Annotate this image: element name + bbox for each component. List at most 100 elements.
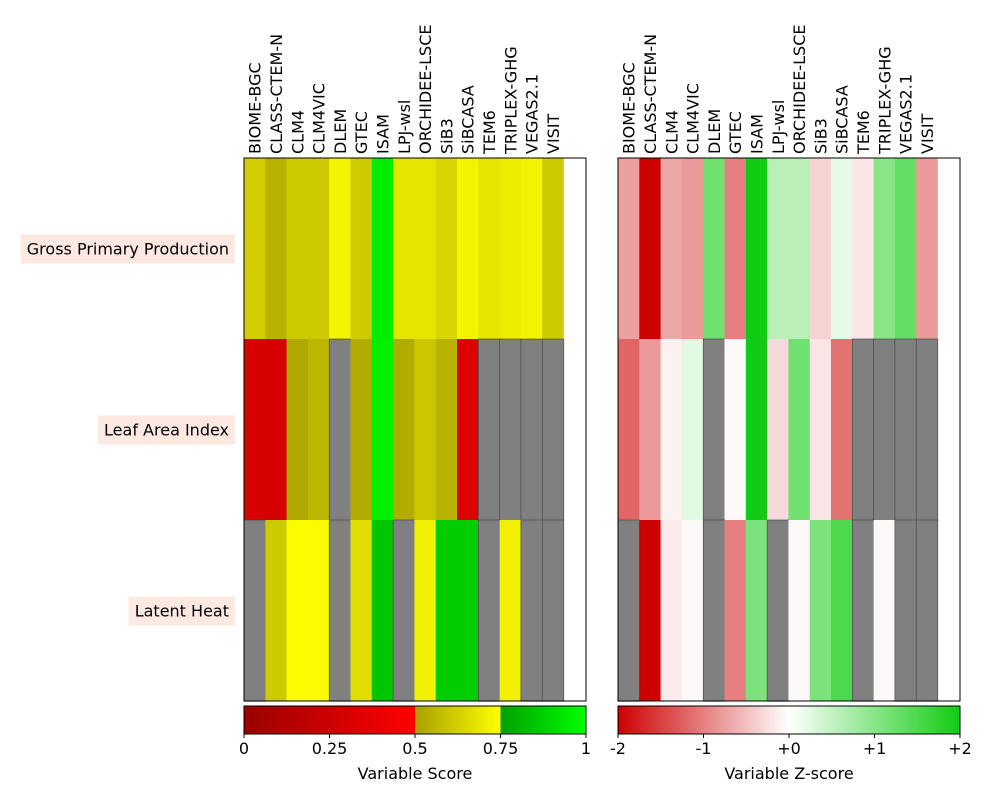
heatmap-cell-missing	[520, 519, 543, 702]
colorbar-tick-label: 0.25	[312, 739, 348, 758]
colorbar	[617, 705, 961, 735]
heatmap-frame	[243, 157, 587, 702]
zscore-panel: BIOME-BGC CLASS-CTEM-N CLM4 CLM4VIC DLEM GTEC…	[610, 25, 972, 784]
heatmap-cell	[393, 158, 415, 340]
heatmap-cell	[724, 158, 747, 340]
heatmap-cell	[788, 520, 810, 702]
model-label: VISIT	[544, 113, 563, 154]
heatmap-cell	[286, 158, 309, 340]
heatmap-cell	[478, 158, 500, 340]
colorbar-label: Variable Score	[358, 764, 473, 783]
colorbar-tick-label: 0.5	[402, 739, 427, 758]
heatmap-cell	[639, 339, 661, 521]
heatmap-cell	[371, 339, 394, 521]
heatmap-cell	[499, 158, 522, 340]
heatmap-cell	[329, 158, 351, 340]
model-label: ISAM	[747, 114, 766, 154]
model-label: LPJ-wsl	[395, 100, 414, 154]
heatmap-cell-missing	[915, 519, 939, 702]
model-label: ORCHIDEE-LSCE	[416, 25, 435, 155]
colorbar-tick-label: 0	[239, 739, 249, 758]
heatmap-cell	[435, 339, 458, 521]
heatmap-cell	[767, 339, 789, 521]
colorbar-tick-label: +0	[777, 739, 801, 758]
heatmap-cell	[618, 158, 640, 340]
heatmap-cell	[809, 158, 832, 340]
heatmap-cell	[350, 520, 373, 702]
model-label: SiBCASA	[833, 85, 852, 154]
heatmap-cell	[457, 158, 479, 340]
model-label: GTEC	[726, 111, 745, 154]
variable-label-box	[128, 596, 235, 626]
heatmap-cell	[660, 339, 683, 521]
heatmap-cell-missing	[328, 519, 352, 702]
heatmap-cell	[681, 158, 704, 340]
heatmap-cell	[660, 520, 683, 702]
model-label: TEM6	[854, 110, 873, 155]
colorbar	[243, 705, 587, 735]
heatmap-cell	[307, 520, 330, 702]
heatmap-cell	[873, 158, 896, 340]
model-label: CLM4	[662, 110, 681, 154]
heatmap-cell	[307, 339, 330, 521]
colorbar-tick-label: +2	[948, 739, 972, 758]
heatmap-cell	[350, 158, 373, 340]
heatmap-cell	[414, 339, 436, 521]
model-label: TRIPLEX-GHG	[875, 46, 894, 155]
heatmap-cell	[435, 520, 458, 702]
heatmap-cell-missing	[499, 338, 522, 521]
heatmap-cell-missing	[477, 338, 501, 521]
variable-label: Gross Primary Production	[27, 240, 229, 259]
model-label: CLASS-CTEM-N	[641, 34, 660, 154]
heatmap-cell-missing	[243, 519, 266, 702]
heatmap-cell	[286, 520, 309, 702]
heatmap-cell	[831, 339, 853, 521]
model-label: SiB3	[811, 118, 830, 154]
heatmap-cell-missing	[392, 519, 416, 702]
heatmap-frame	[617, 157, 961, 702]
heatmap-cell	[852, 158, 874, 340]
heatmap-cell	[831, 520, 853, 702]
heatmap-cell-missing	[915, 338, 939, 521]
model-label: SiBCASA	[459, 85, 478, 154]
heatmap-cell	[873, 520, 896, 702]
heatmap-cell	[767, 158, 789, 340]
colorbar-tick-label: -2	[610, 739, 626, 758]
heatmap-cell-missing	[873, 338, 896, 521]
model-label: CLASS-CTEM-N	[267, 34, 286, 154]
heatmap-cell-missing	[541, 338, 565, 521]
heatmap-cell	[639, 158, 661, 340]
heatmap-cell	[244, 158, 266, 340]
heatmap-cell	[788, 339, 810, 521]
heatmap-cell	[916, 158, 938, 340]
model-label: ISAM	[373, 114, 392, 154]
heatmap-cell-missing	[477, 519, 501, 702]
heatmap-cell	[244, 339, 266, 521]
colorbar-tick-label: +1	[863, 739, 887, 758]
heatmap-cell	[307, 158, 330, 340]
heatmap-cell	[894, 158, 917, 340]
heatmap-cell	[660, 158, 683, 340]
variable-labels: Gross Primary Production Leaf Area Index L…	[20, 234, 235, 626]
heatmap-cell-missing	[766, 519, 789, 702]
heatmap-cell	[681, 339, 704, 521]
model-label: DLEM	[705, 109, 724, 154]
heatmap-cell	[788, 158, 810, 340]
model-label: CLM4	[288, 110, 307, 154]
heatmap-cell	[745, 158, 768, 340]
heatmap-cell	[393, 339, 415, 521]
heatmap-cell	[265, 520, 287, 702]
heatmap-cell	[371, 158, 394, 340]
heatmap-cell	[457, 520, 479, 702]
heatmap-cell	[703, 158, 725, 340]
heatmap-cell	[435, 158, 458, 340]
model-label: BIOME-BGC	[246, 62, 265, 154]
model-label: SiB3	[437, 118, 456, 154]
colorbar-tick-label: 0.75	[483, 739, 519, 758]
heatmap-cell	[745, 520, 768, 702]
model-label: TEM6	[480, 110, 499, 155]
variable-label-box	[20, 234, 235, 264]
model-label: VEGAS2.1	[897, 74, 916, 154]
model-label: DLEM	[331, 109, 350, 154]
colorbar-tick-label: 1	[581, 739, 591, 758]
